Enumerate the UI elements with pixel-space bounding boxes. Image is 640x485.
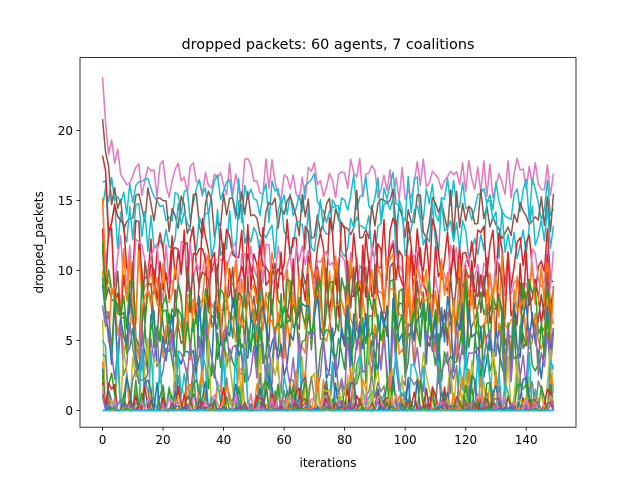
- series-line-1: [101, 77, 555, 202]
- chart-title: dropped packets: 60 agents, 7 coalitions: [182, 37, 475, 53]
- x-tick-label: 120: [454, 433, 477, 447]
- y-axis-label: dropped_packets: [32, 191, 46, 293]
- x-axis: 0 20 40 60 80 100 120 140: [99, 427, 538, 447]
- y-axis: 0 5 10 15 20: [58, 124, 80, 418]
- series-line-4: [102, 180, 555, 260]
- y-tick-label: 20: [58, 124, 73, 138]
- x-tick-label: 100: [394, 433, 417, 447]
- plot-frame: [79, 57, 577, 428]
- x-tick-label: 40: [216, 433, 231, 447]
- series-line-3: [101, 119, 555, 241]
- series-line-29: [102, 408, 554, 412]
- y-tick-label: 10: [58, 264, 73, 278]
- series-line-2: [101, 171, 555, 224]
- series-line-10: [101, 242, 555, 361]
- y-tick-label: 5: [65, 334, 73, 348]
- series-line-5: [101, 155, 554, 296]
- x-tick-label: 0: [99, 433, 107, 447]
- series-line-13: [101, 277, 555, 391]
- x-axis-label: iterations: [300, 456, 357, 470]
- y-tick-label: 0: [65, 404, 73, 418]
- x-tick-label: 20: [155, 433, 170, 447]
- x-tick-label: 60: [276, 433, 291, 447]
- series-layer: [101, 77, 555, 412]
- x-tick-label: 80: [337, 433, 352, 447]
- x-tick-label: 140: [515, 433, 538, 447]
- y-tick-label: 15: [58, 194, 73, 208]
